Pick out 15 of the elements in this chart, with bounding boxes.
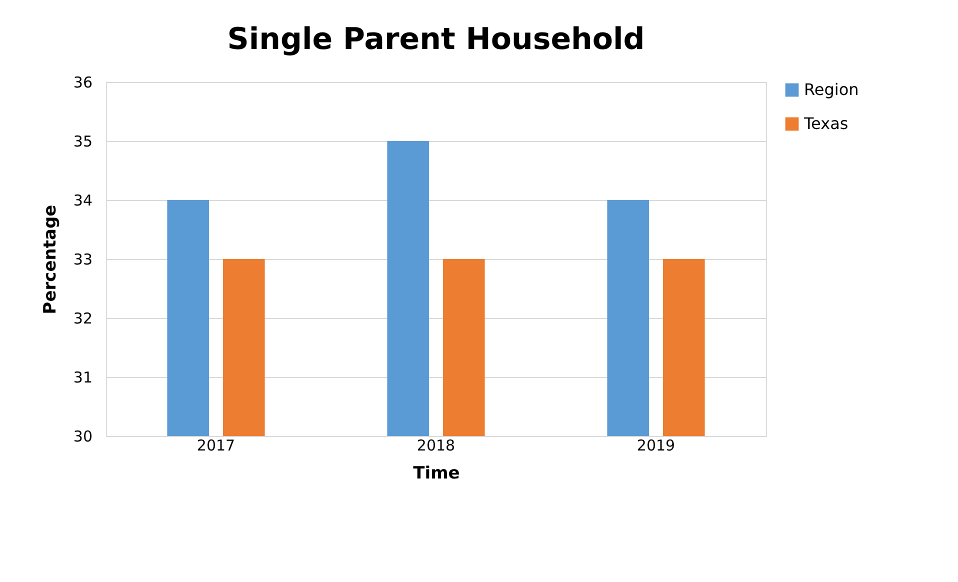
legend-label: Texas (803, 114, 848, 133)
y-tick-label: 34 (73, 192, 92, 210)
y-tick-label: 30 (73, 428, 92, 446)
y-tick-label: 32 (73, 310, 92, 328)
y-tick-label: 35 (73, 132, 92, 150)
x-tick-label: 2018 (416, 436, 456, 454)
chart-title: Single Parent Household (227, 22, 645, 57)
x-tick-label: 2017 (196, 436, 236, 454)
x-tick-label: 2019 (636, 436, 676, 454)
y-tick-label: 33 (73, 250, 92, 268)
y-axis-title: Percentage (40, 204, 60, 314)
x-axis-title: Time (413, 464, 460, 484)
legend-label: Region (804, 80, 859, 99)
y-tick-label: 36 (73, 74, 92, 92)
y-tick-label: 31 (73, 368, 92, 386)
